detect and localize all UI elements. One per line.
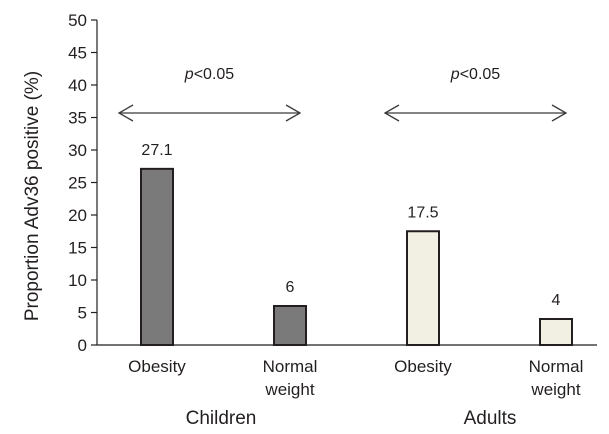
group-label: Children	[186, 408, 257, 429]
comparison-arrows-layer	[119, 105, 566, 121]
y-axis-ticks: 0 5 10 15 20 25 30 35 40 45 50	[68, 11, 97, 355]
bar-value-label: 4	[552, 292, 561, 309]
category-label: Normal	[263, 357, 318, 376]
labels-layer: 27.1 Obesity 6 Normal weight Children p<0.05 17…	[128, 66, 583, 429]
bar	[407, 231, 439, 345]
y-tick-label: 30	[68, 141, 87, 160]
y-tick-label: 35	[68, 109, 87, 128]
bars-layer	[141, 169, 572, 345]
category-label: Obesity	[394, 357, 452, 376]
category-label: Obesity	[128, 357, 186, 376]
y-tick-label: 45	[68, 44, 87, 63]
p-value-label: p<0.05	[184, 66, 234, 83]
y-tick-label: 25	[68, 174, 87, 193]
y-tick-label: 10	[68, 271, 87, 290]
bar	[141, 169, 173, 345]
y-tick-label: 15	[68, 239, 87, 258]
p-value-label: p<0.05	[450, 66, 500, 83]
category-label: weight	[530, 380, 580, 399]
category-label: weight	[264, 380, 314, 399]
bar	[540, 319, 572, 345]
y-tick-label: 0	[78, 336, 87, 355]
bar-value-label: 27.1	[141, 142, 172, 159]
bar-value-label: 17.5	[407, 204, 438, 221]
y-tick-label: 40	[68, 76, 87, 95]
y-tick-label: 5	[78, 304, 87, 323]
group-label: Adults	[464, 408, 517, 429]
category-label: Normal	[529, 357, 584, 376]
bar	[274, 306, 306, 345]
y-tick-label: 20	[68, 206, 87, 225]
y-axis-title: Proportion Adv36 positive (%)	[22, 71, 43, 321]
bar-value-label: 6	[286, 279, 295, 296]
y-tick-label: 50	[68, 11, 87, 30]
